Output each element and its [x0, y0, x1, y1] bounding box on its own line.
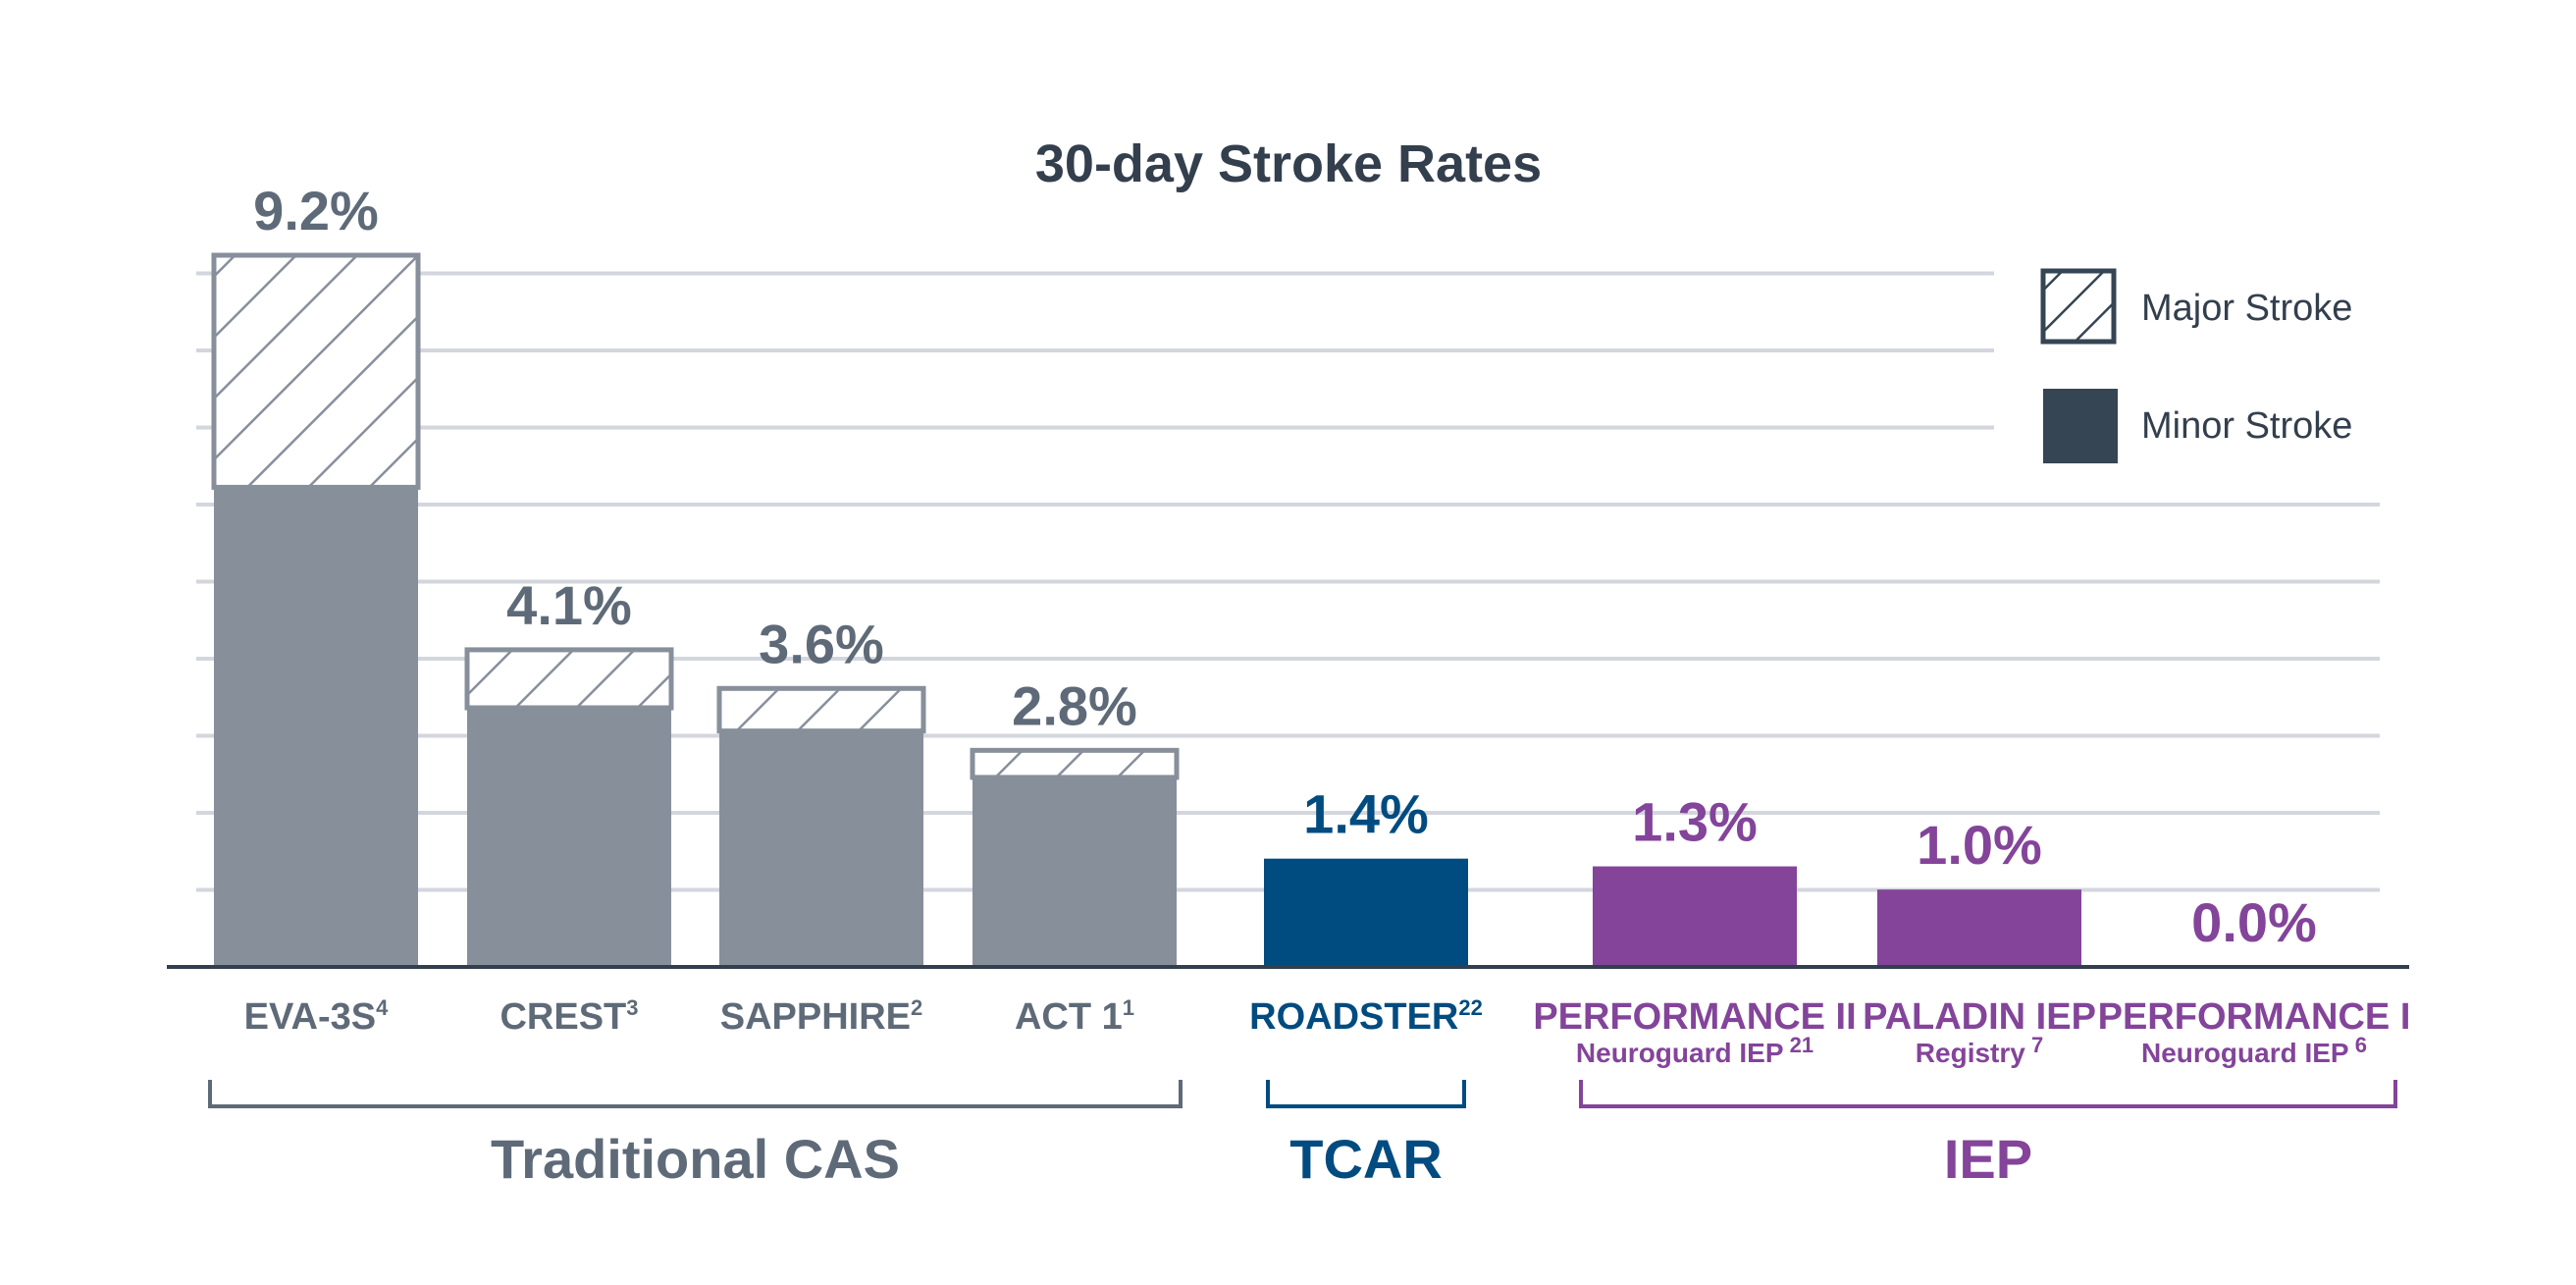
category-label-eva-3s: EVA-3S4 [244, 995, 389, 1038]
bar-minor-eva-3s [214, 487, 418, 967]
bracket-iep [1579, 1080, 2397, 1108]
bar-minor-paladin-iep [1877, 889, 2081, 967]
category-sublabel-paladin-iep: Registry 7 [1916, 1033, 2043, 1068]
category-label-performance-ii: PERFORMANCE II [1533, 996, 1856, 1038]
value-label-crest: 4.1% [506, 574, 632, 636]
bar-minor-act-1 [973, 776, 1177, 967]
value-label-performance-ii: 1.3% [1632, 791, 1758, 853]
category-sublabel-performance-i: Neuroguard IEP 6 [2141, 1033, 2367, 1068]
category-label-performance-i: PERFORMANCE I [2098, 996, 2411, 1038]
group-label-iep: IEP [1944, 1128, 2032, 1190]
category-label-sapphire: SAPPHIRE2 [720, 995, 923, 1038]
value-label-sapphire: 3.6% [759, 613, 884, 674]
group-label-traditional-cas: Traditional CAS [491, 1128, 900, 1190]
category-labels: EVA-3S4 CREST3 SAPPHIRE2 ACT 11 ROADSTER22 PE… [244, 995, 2411, 1068]
bar-major-sapphire [716, 685, 926, 734]
value-label-performance-i: 0.0% [2191, 891, 2317, 953]
group-brackets: Traditional CAS TCAR IEP [208, 1080, 2397, 1190]
bracket-tcar [1266, 1080, 1466, 1108]
bar-minor-sapphire [719, 730, 923, 967]
legend-label-minor-stroke: Minor Stroke [2141, 405, 2352, 447]
chart-title: 30-day Stroke Rates [1035, 134, 1542, 193]
category-label-roadster: ROADSTER22 [1249, 995, 1483, 1038]
bar-major-act-1 [970, 747, 1180, 780]
bar-minor-performance-ii [1593, 866, 1797, 967]
bar-major-crest [464, 647, 674, 711]
bar-major-eva-3s [211, 252, 421, 490]
bar-minor-roadster [1264, 858, 1468, 967]
bars: 9.2% 4.1% 3.6% 2.8% 1.4% 1.3% 1.0% 0.0% [211, 180, 2317, 967]
group-label-tcar: TCAR [1289, 1128, 1443, 1190]
legend-swatch-major-stroke [2040, 268, 2117, 345]
value-label-eva-3s: 9.2% [253, 180, 379, 241]
legend-swatch-minor-stroke [2043, 389, 2118, 463]
legend: Major Stroke Minor Stroke [2040, 268, 2352, 463]
legend-label-major-stroke: Major Stroke [2141, 288, 2352, 329]
bracket-traditional-cas [208, 1080, 1183, 1108]
category-label-crest: CREST3 [499, 995, 638, 1038]
bar-minor-crest [467, 708, 671, 967]
category-label-act-1: ACT 11 [1015, 995, 1134, 1038]
category-sublabel-performance-ii: Neuroguard IEP 21 [1576, 1033, 1814, 1068]
value-label-paladin-iep: 1.0% [1917, 814, 2042, 876]
value-label-act-1: 2.8% [1012, 674, 1137, 736]
value-label-roadster: 1.4% [1303, 783, 1429, 845]
category-label-paladin-iep: PALADIN IEP [1863, 996, 2096, 1038]
